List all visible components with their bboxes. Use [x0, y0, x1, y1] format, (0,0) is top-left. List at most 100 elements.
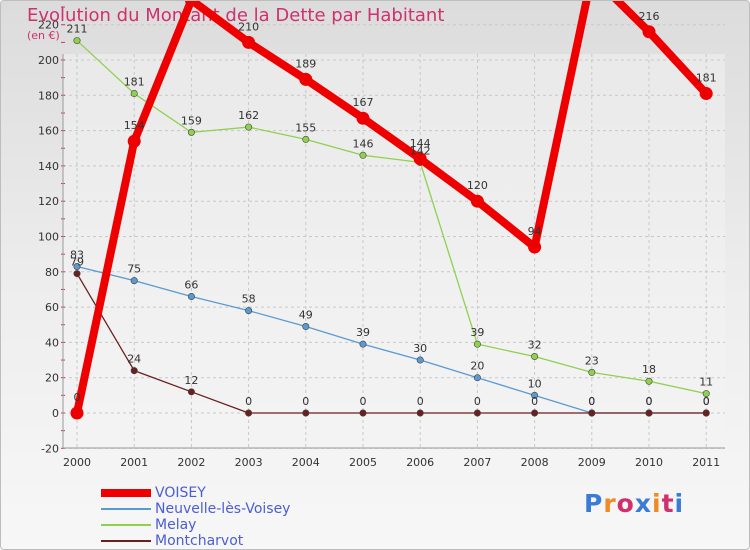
- data-label-neuvelle: 0: [703, 395, 710, 408]
- data-label-voisey: 216: [639, 10, 660, 23]
- x-tick-label: 2002: [177, 456, 205, 469]
- data-label-melay: 18: [642, 363, 656, 376]
- data-point-melay: [473, 340, 481, 348]
- data-label-melay: 39: [470, 326, 484, 339]
- x-tick-label: 2009: [578, 456, 606, 469]
- data-point-montcharvot: [416, 409, 424, 417]
- data-point-neuvelle: [130, 277, 138, 285]
- legend-swatch: [101, 508, 151, 510]
- data-label-neuvelle: 66: [184, 279, 198, 292]
- data-label-neuvelle: 30: [413, 342, 427, 355]
- data-point-voisey: [642, 25, 656, 39]
- legend-label: Neuvelle-lès-Voisey: [155, 501, 291, 517]
- data-point-montcharvot: [588, 409, 596, 417]
- data-label-montcharvot: 12: [184, 374, 198, 387]
- data-point-neuvelle: [245, 307, 253, 315]
- data-label-voisey: 144: [410, 137, 431, 150]
- y-tick-label: 180: [38, 89, 59, 102]
- y-tick-label: 40: [45, 336, 59, 349]
- y-tick-label: 0: [52, 407, 59, 420]
- data-label-melay: 11: [699, 376, 713, 389]
- data-label-melay: 181: [124, 76, 145, 89]
- data-point-voisey: [184, 1, 198, 7]
- data-label-neuvelle: 49: [299, 309, 313, 322]
- x-tick-label: 2005: [349, 456, 377, 469]
- data-point-neuvelle: [416, 356, 424, 364]
- data-point-voisey: [356, 111, 370, 125]
- data-label-melay: 155: [295, 121, 316, 134]
- data-label-neuvelle: 39: [356, 326, 370, 339]
- data-label-melay: 32: [528, 339, 542, 352]
- series-line-montcharvot: [76, 272, 707, 414]
- x-tick-label: 2001: [120, 456, 148, 469]
- y-tick-label: 120: [38, 195, 59, 208]
- data-point-voisey: [70, 406, 84, 420]
- data-point-neuvelle: [302, 323, 310, 331]
- logo-letter: P: [584, 489, 604, 518]
- x-tick-label: 2011: [692, 456, 720, 469]
- logo-letter: r: [603, 489, 617, 518]
- data-point-melay: [645, 377, 653, 385]
- logo-letter: i: [674, 489, 685, 518]
- data-label-voisey: 120: [467, 179, 488, 192]
- data-point-voisey: [242, 35, 256, 49]
- data-label-voisey: 0: [74, 391, 81, 404]
- data-label-neuvelle: 20: [470, 360, 484, 373]
- x-tick-label: 2007: [463, 456, 491, 469]
- x-tick-label: 2004: [292, 456, 320, 469]
- data-label-melay: 146: [353, 137, 374, 150]
- legend-swatch: [101, 489, 151, 497]
- x-tick-label: 2003: [235, 456, 263, 469]
- legend-label: Montcharvot: [155, 533, 244, 549]
- data-label-montcharvot: 0: [360, 395, 367, 408]
- data-point-voisey: [127, 134, 141, 148]
- data-point-montcharvot: [645, 409, 653, 417]
- logo-letter: t: [661, 489, 675, 518]
- data-label-montcharvot: 0: [646, 395, 653, 408]
- data-point-voisey: [470, 194, 484, 208]
- data-label-melay: 23: [585, 354, 599, 367]
- data-point-montcharvot: [73, 270, 81, 278]
- data-label-voisey: 210: [238, 20, 259, 33]
- y-tick-label: 220: [38, 19, 59, 32]
- y-tick-label: 60: [45, 301, 59, 314]
- data-point-melay: [245, 123, 253, 131]
- data-point-neuvelle: [531, 391, 539, 399]
- data-point-neuvelle: [473, 374, 481, 382]
- data-point-melay: [531, 353, 539, 361]
- chart-subtitle: (en €): [27, 29, 60, 42]
- series-line-voisey: [73, 1, 711, 417]
- data-label-montcharvot: 0: [703, 395, 710, 408]
- data-point-montcharvot: [531, 409, 539, 417]
- data-label-neuvelle: 10: [528, 377, 542, 390]
- legend-label: Melay: [155, 517, 197, 533]
- data-label-voisey: 189: [295, 57, 316, 70]
- data-point-melay: [702, 390, 710, 398]
- legend-item-voisey: VOISEY: [101, 485, 290, 501]
- data-point-voisey: [413, 152, 427, 166]
- chart-title: Evolution du Montant de la Dette par Hab…: [27, 5, 445, 26]
- data-point-neuvelle: [359, 340, 367, 348]
- data-label-voisey: 181: [696, 72, 717, 85]
- logo-letter: i: [652, 489, 662, 518]
- data-point-voisey: [299, 72, 313, 86]
- data-label-voisey: 154: [124, 119, 145, 132]
- proxiti-logo: Proxiti: [584, 489, 684, 518]
- x-tick-label: 2008: [521, 456, 549, 469]
- data-label-neuvelle: 0: [646, 395, 653, 408]
- legend-swatch: [101, 540, 151, 542]
- data-label-melay: 162: [238, 109, 259, 122]
- legend-item-montcharvot: Montcharvot: [101, 533, 290, 549]
- data-point-melay: [588, 368, 596, 376]
- logo-letter: x: [634, 489, 652, 518]
- data-point-melay: [73, 37, 81, 45]
- y-tick-label: 100: [38, 231, 59, 244]
- data-point-montcharvot: [473, 409, 481, 417]
- data-point-voisey: [699, 87, 713, 101]
- data-point-neuvelle: [187, 293, 195, 301]
- data-point-neuvelle: [73, 263, 81, 271]
- x-tick-label: 2006: [406, 456, 434, 469]
- logo-letter: o: [616, 489, 635, 518]
